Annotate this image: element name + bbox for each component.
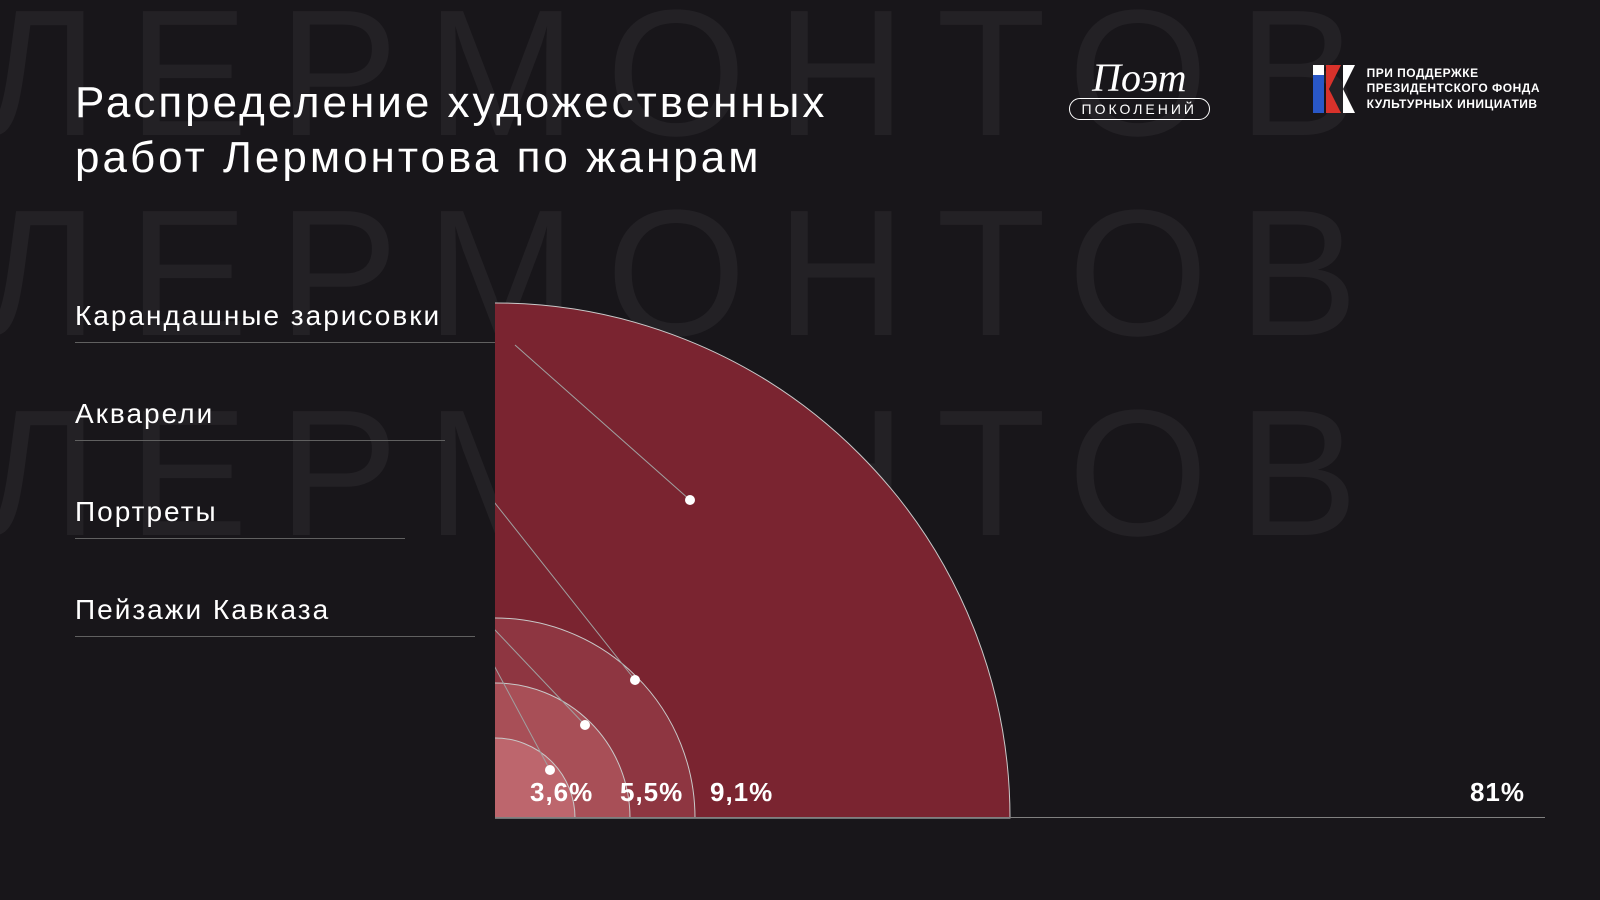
chart-label-2: Портреты bbox=[75, 496, 405, 539]
chart-label-3: Пейзажи Кавказа bbox=[75, 594, 475, 637]
pct-label-0: 81% bbox=[1470, 777, 1525, 808]
semicircle-chart bbox=[495, 280, 1545, 820]
chart-label-0: Карандашные зарисовки bbox=[75, 300, 515, 343]
logo-fund-line1: ПРИ ПОДДЕРЖКЕ bbox=[1367, 66, 1540, 82]
logo-fund-line2: ПРЕЗИДЕНТСКОГО ФОНДА bbox=[1367, 81, 1540, 97]
pct-label-3: 3,6% bbox=[530, 777, 593, 808]
chart-area bbox=[495, 280, 1545, 820]
chart-label-1: Акварели bbox=[75, 398, 445, 441]
logo-fund: ПРИ ПОДДЕРЖКЕ ПРЕЗИДЕНТСКОГО ФОНДА КУЛЬТ… bbox=[1313, 65, 1540, 113]
pct-label-1: 9,1% bbox=[710, 777, 773, 808]
logo-poet: Поэт ПОКОЛЕНИЙ bbox=[1069, 60, 1210, 120]
logo-poet-sub: ПОКОЛЕНИЙ bbox=[1069, 98, 1210, 120]
page-title: Распределение художественных работ Лермо… bbox=[75, 75, 975, 185]
logo-fund-text: ПРИ ПОДДЕРЖКЕ ПРЕЗИДЕНТСКОГО ФОНДА КУЛЬТ… bbox=[1367, 66, 1540, 113]
logo-poet-script: Поэт bbox=[1069, 60, 1210, 96]
logo-fund-line3: КУЛЬТУРНЫХ ИНИЦИАТИВ bbox=[1367, 97, 1540, 113]
chart-baseline bbox=[495, 817, 1545, 818]
logo-fund-mark-icon bbox=[1313, 65, 1355, 113]
chart-labels: Карандашные зарисовки Акварели Портреты … bbox=[75, 300, 505, 692]
pct-label-2: 5,5% bbox=[620, 777, 683, 808]
